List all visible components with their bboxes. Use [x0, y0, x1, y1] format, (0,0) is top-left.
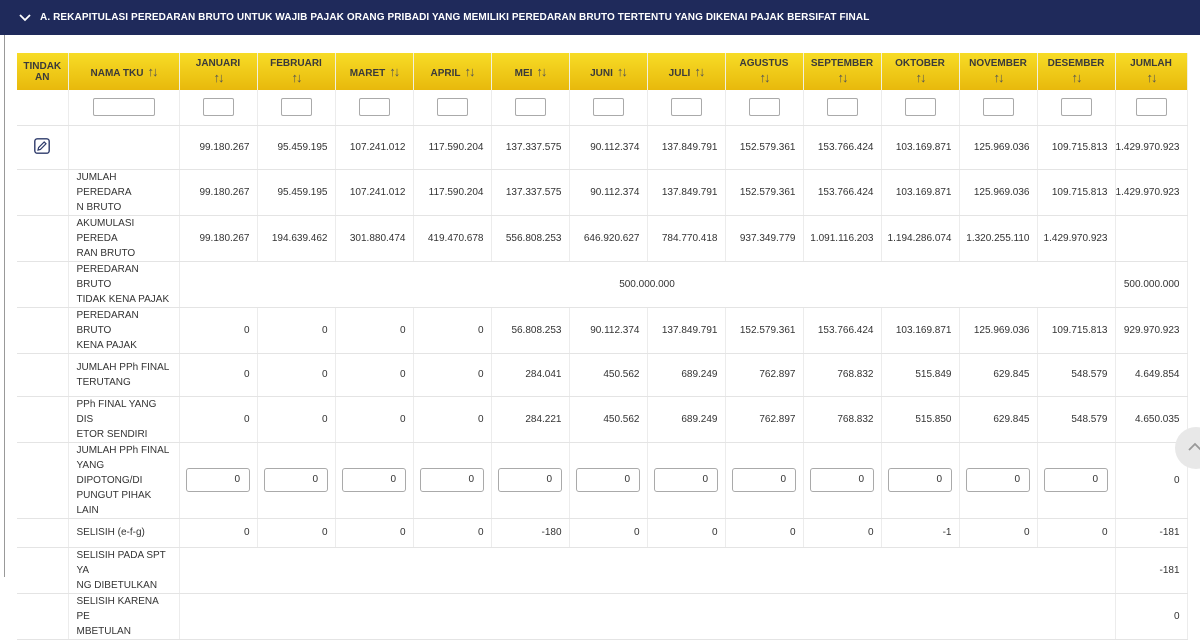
- edit-icon[interactable]: [34, 137, 51, 154]
- pph-dipotong-juli-input[interactable]: 0: [654, 468, 718, 492]
- pph-dipotong-mei-input[interactable]: 0: [498, 468, 562, 492]
- filter-juni-input[interactable]: [592, 98, 624, 117]
- filter-november-input[interactable]: [982, 98, 1014, 117]
- filter-februari-input[interactable]: [280, 98, 312, 117]
- col-desember[interactable]: DESEMBER ↑↓: [1037, 53, 1116, 90]
- filter-maret-input[interactable]: [358, 98, 390, 117]
- pph-dipotong-juni-input[interactable]: 0: [576, 468, 640, 492]
- filter-mei-input[interactable]: [514, 98, 546, 117]
- col-nama-tku[interactable]: NAMA TKU ↑↓: [68, 53, 180, 90]
- sort-icon: ↑↓: [213, 70, 225, 85]
- sort-icon: ↑↓: [1146, 70, 1158, 85]
- sort-icon: ↑↓: [694, 64, 705, 79]
- table-row: 99.180.267 95.459.195 107.241.012 117.590.2…: [17, 125, 1188, 170]
- col-jumlah[interactable]: JUMLAH ↑↓: [1115, 53, 1188, 90]
- merged-value: 500.000.000: [179, 261, 1116, 308]
- pph-dipotong-maret-input[interactable]: 0: [342, 468, 406, 492]
- filter-desember-input[interactable]: [1060, 98, 1092, 117]
- col-juni[interactable]: JUNI ↑↓: [569, 53, 648, 90]
- pph-dipotong-februari-input[interactable]: 0: [264, 468, 328, 492]
- filter-row: [17, 90, 1188, 126]
- sort-icon: ↑↓: [616, 64, 628, 79]
- table-row: PEREDARAN BRUTO KENA PAJAK 0 0 0 0 56.808.253…: [17, 307, 1188, 354]
- filter-september-input[interactable]: [826, 98, 858, 117]
- section-header[interactable]: A. REKAPITULASI PEREDARAN BRUTO UNTUK WA…: [0, 0, 1200, 35]
- col-maret[interactable]: MARET ↑↓: [335, 53, 414, 90]
- sort-icon: ↑↓: [291, 70, 303, 85]
- table-row: JUMLAH PPh FINAL TERUTANG 0 0 0 0 284.041 450.…: [17, 353, 1188, 397]
- col-januari[interactable]: JANUARI ↑↓: [179, 53, 258, 90]
- col-juli[interactable]: JULI ↑↓: [647, 53, 726, 90]
- table-row: PPh FINAL YANG DIS ETOR SENDIRI 0 0 0 0 284.2…: [17, 396, 1188, 443]
- rekap-table: TINDAK AN NAMA TKU ↑↓ JANUARI ↑↓ FEBRUARI ↑↓…: [17, 53, 1188, 640]
- filter-agustus-input[interactable]: [748, 98, 780, 117]
- filter-jumlah-input[interactable]: [1135, 98, 1167, 117]
- chevron-up-icon: [1188, 442, 1200, 451]
- filter-april-input[interactable]: [436, 98, 468, 117]
- pph-dipotong-desember-input[interactable]: 0: [1044, 468, 1108, 492]
- col-agustus[interactable]: AGUSTUS ↑↓: [725, 53, 804, 90]
- col-september[interactable]: SEPTEMBER ↑↓: [803, 53, 882, 90]
- col-oktober[interactable]: OKTOBER ↑↓: [881, 53, 960, 90]
- table-row: SELISIH KARENA PE MBETULAN 0: [17, 593, 1188, 640]
- sort-icon: ↑↓: [536, 64, 547, 79]
- col-mei[interactable]: MEI ↑↓: [491, 53, 570, 90]
- sort-icon: ↑↓: [759, 70, 771, 85]
- sort-icon: ↑↓: [147, 64, 158, 79]
- chevron-down-icon[interactable]: [18, 11, 32, 25]
- pph-dipotong-september-input[interactable]: 0: [810, 468, 874, 492]
- table-row: JUMLAH PEREDARA N BRUTO 99.180.267 95.459.…: [17, 169, 1188, 216]
- filter-oktober-input[interactable]: [904, 98, 936, 117]
- sort-icon: ↑↓: [1071, 70, 1083, 85]
- section-title: A. REKAPITULASI PEREDARAN BRUTO UNTUK WA…: [40, 12, 870, 23]
- sort-icon: ↑↓: [837, 70, 849, 85]
- col-november[interactable]: NOVEMBER ↑↓: [959, 53, 1038, 90]
- col-februari[interactable]: FEBRUARI ↑↓: [257, 53, 336, 90]
- col-april[interactable]: APRIL ↑↓: [413, 53, 492, 90]
- table-row: JUMLAH PPh FINAL YANG DIPOTONG/DI PUNGUT P…: [17, 442, 1188, 519]
- sort-icon: ↑↓: [993, 70, 1005, 85]
- pph-dipotong-oktober-input[interactable]: 0: [888, 468, 952, 492]
- sort-icon: ↑↓: [915, 70, 927, 85]
- table-row: PEREDARAN BRUTO TIDAK KENA PAJAK 500.000.…: [17, 261, 1188, 308]
- panel-border: [4, 35, 5, 577]
- table-row: SELISIH (e-f-g) 0 0 0 0 -180 0 0 0 0 -1 0 0 -181: [17, 518, 1188, 548]
- sort-icon: ↑↓: [464, 64, 476, 79]
- filter-juli-input[interactable]: [670, 98, 702, 117]
- pph-dipotong-agustus-input[interactable]: 0: [732, 468, 796, 492]
- table-row: SELISIH PADA SPT YA NG DIBETULKAN -181: [17, 547, 1188, 594]
- pph-dipotong-april-input[interactable]: 0: [420, 468, 484, 492]
- pph-dipotong-januari-input[interactable]: 0: [186, 468, 250, 492]
- col-tindakan: TINDAK AN: [17, 53, 69, 90]
- sort-icon: ↑↓: [389, 64, 400, 79]
- pph-dipotong-november-input[interactable]: 0: [966, 468, 1030, 492]
- table-row: AKUMULASI PEREDA RAN BRUTO 99.180.267 194.…: [17, 215, 1188, 262]
- filter-januari-input[interactable]: [202, 98, 234, 117]
- filter-nama-tku-input[interactable]: [92, 98, 155, 117]
